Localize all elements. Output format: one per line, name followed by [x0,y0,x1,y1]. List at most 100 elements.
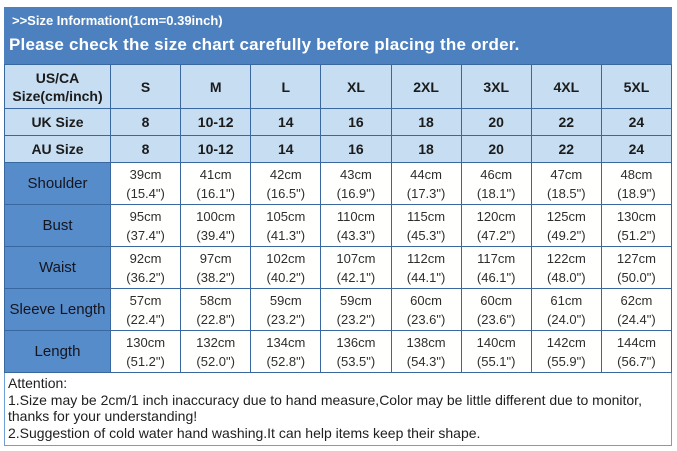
measurement-row: Bust 95cm (37.4") 100cm (39.4") 105cm (41.3") 1… [4,204,673,247]
measurement-cell: 127cm (50.0") [600,246,673,289]
measurement-cm: 107cm [336,250,376,266]
measurement-inch: (36.2") [126,269,165,285]
measurement-cell: 130cm (51.2") [600,204,673,247]
size-value-cell: 18 [390,135,462,163]
measurement-cell: 140cm (55.1") [460,330,532,373]
measurement-cm: 95cm [129,208,162,224]
measurement-cm: 47cm [550,166,583,182]
measurement-cell: 92cm (36.2") [109,246,182,289]
measurement-row: Shoulder 39cm (15.4") 41cm (16.1") 42cm (16.5"… [4,162,673,205]
measurement-cm: 97cm [199,250,232,266]
measurement-cm: 59cm [340,292,372,308]
size-chart-table: US/CA Size(cm/inch) S M L XL 2XL 3XL 4XL 5XL UK S… [4,64,673,373]
banner-subtitle: Please check the size chart carefully be… [9,35,520,54]
measurement-inch: (48.0") [547,269,586,285]
measurement-cell: 107cm (42.1") [320,246,392,289]
measurement-inch: (56.7") [617,353,656,369]
measurement-inch: (43.3") [336,227,376,243]
measurement-inch: (41.3") [266,227,306,243]
size-value-cell: 22 [530,108,602,136]
measurement-inch: (55.1") [476,353,516,369]
measurement-cm: 57cm [129,292,162,308]
measurement-inch: (16.5") [266,185,306,201]
measurement-cm: 130cm [126,334,166,350]
measurement-inch: (44.1") [406,269,446,285]
measurement-inch: (49.2") [547,227,586,243]
measurement-cell: 115cm (45.3") [390,204,462,247]
measurement-inch: (16.9") [336,185,376,201]
measurement-cm: 60cm [410,292,442,308]
measurement-cell: 105cm (41.3") [250,204,322,247]
measurement-cell: 57cm (22.4") [109,288,182,331]
size-conversion-row: UK Size 8 10-12 14 16 18 20 22 24 [4,108,673,136]
row-label: Sleeve Length [4,288,111,331]
measurement-inch: (45.3") [406,227,446,243]
measurement-cell: 132cm (52.0") [180,330,252,373]
measurement-cm: 138cm [406,334,446,350]
measurement-cell: 60cm (23.6") [390,288,462,331]
measurement-inch: (23.2") [336,311,376,327]
measurement-cm: 92cm [129,250,162,266]
size-chart-header: US/CA Size(cm/inch) S M L XL 2XL 3XL 4XL 5XL [4,64,673,109]
attention-box: Attention: 1.Size may be 2cm/1 inch inacc… [4,373,672,446]
measurement-inch: (51.2") [126,353,165,369]
measurement-inch: (55.9") [547,353,586,369]
measurement-row: Waist 92cm (36.2") 97cm (38.2") 102cm (40.2") 1… [4,246,673,289]
measurement-cm: 39cm [129,166,162,182]
measurement-cm: 43cm [340,166,372,182]
measurement-inch: (47.2") [476,227,516,243]
size-value-cell: 10-12 [180,135,252,163]
measurement-cm: 46cm [480,166,513,182]
measurement-cm: 122cm [546,250,586,266]
measurement-cell: 59cm (23.2") [320,288,392,331]
measurement-cm: 105cm [266,208,306,224]
measurement-inch: (18.1") [476,185,516,201]
attention-line: 1.Size may be 2cm/1 inch inaccuracy due … [8,391,642,408]
measurement-cm: 144cm [616,334,656,350]
measurement-inch: (23.2") [266,311,306,327]
measurement-cell: 44cm (17.3") [390,162,462,205]
measurement-cm: 132cm [196,334,236,350]
size-value-cell: 14 [250,135,322,163]
measurement-cm: 102cm [266,250,306,266]
measurement-cell: 59cm (23.2") [250,288,322,331]
measurement-inch: (50.0") [617,269,656,285]
measurement-cm: 48cm [620,166,653,182]
column-header-4xl: 4XL [530,64,602,109]
column-header-m: M [180,64,252,109]
measurement-cell: 130cm (51.2") [109,330,182,373]
measurement-inch: (39.4") [196,227,235,243]
measurement-inch: (24.4") [617,311,656,327]
measurement-inch: (17.3") [406,185,446,201]
measurement-cell: 142cm (55.9") [530,330,602,373]
size-value-cell: 8 [109,135,182,163]
measurement-cm: 127cm [616,250,656,266]
size-value-cell: 10-12 [180,108,252,136]
measurement-cm: 42cm [269,166,302,182]
measurement-cell: 122cm (48.0") [530,246,602,289]
measurement-cm: 130cm [616,208,656,224]
row-label: Bust [4,204,111,247]
corner-header-line: Size(cm/inch) [12,87,103,104]
row-label: AU Size [4,135,111,163]
measurement-cm: 41cm [199,166,232,182]
measurement-cell: 61cm (24.0") [530,288,602,331]
measurement-cell: 134cm (52.8") [250,330,322,373]
measurement-inch: (38.2") [196,269,235,285]
measurement-cell: 138cm (54.3") [390,330,462,373]
measurement-cm: 134cm [266,334,306,350]
measurement-cell: 100cm (39.4") [180,204,252,247]
measurement-cell: 43cm (16.9") [320,162,392,205]
measurement-cell: 97cm (38.2") [180,246,252,289]
banner-title: >>Size Information(1cm=0.39inch) [12,13,223,28]
measurement-cm: 112cm [407,250,446,266]
measurement-inch: (52.0") [196,353,235,369]
measurement-inch: (23.6") [476,311,516,327]
measurement-cell: 39cm (15.4") [109,162,182,205]
measurement-cm: 44cm [410,166,442,182]
measurement-row: Sleeve Length 57cm (22.4") 58cm (22.8") 59cm (… [4,288,673,331]
measurement-inch: (54.3") [406,353,446,369]
measurement-cell: 112cm (44.1") [390,246,462,289]
column-header-xl: XL [320,64,392,109]
measurement-row: Length 130cm (51.2") 132cm (52.0") 134cm (52.8… [4,330,673,373]
